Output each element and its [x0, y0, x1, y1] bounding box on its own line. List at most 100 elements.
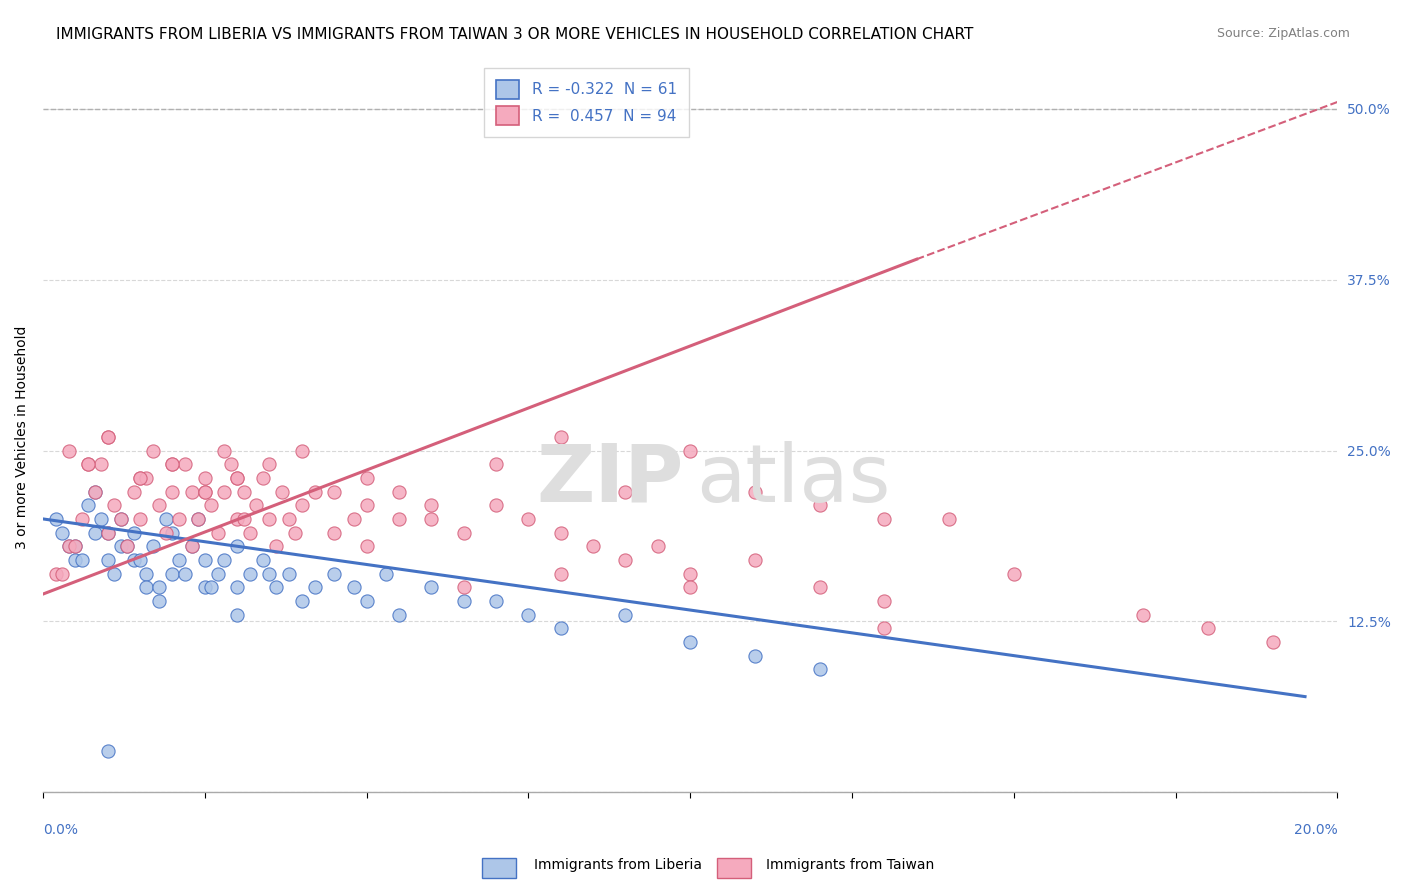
- Point: [90, 512, 112, 526]
- Point: [187, 512, 209, 526]
- Point: [83, 525, 105, 540]
- Point: [291, 443, 314, 458]
- Point: [187, 512, 209, 526]
- Point: [51, 525, 73, 540]
- Point: [252, 471, 274, 485]
- Point: [162, 525, 184, 540]
- Point: [252, 553, 274, 567]
- Point: [226, 512, 249, 526]
- Point: [97, 430, 120, 444]
- Point: [122, 484, 145, 499]
- Point: [97, 553, 120, 567]
- Point: [356, 539, 378, 553]
- Point: [232, 484, 254, 499]
- Point: [550, 430, 572, 444]
- Point: [162, 566, 184, 581]
- Point: [744, 553, 766, 567]
- Point: [291, 594, 314, 608]
- Point: [142, 443, 165, 458]
- Point: [264, 580, 287, 594]
- Point: [77, 498, 100, 512]
- Point: [582, 539, 605, 553]
- Point: [122, 525, 145, 540]
- Point: [212, 484, 235, 499]
- Point: [342, 580, 364, 594]
- Point: [148, 498, 170, 512]
- Point: [1002, 566, 1025, 581]
- Point: [264, 539, 287, 553]
- Point: [180, 484, 202, 499]
- Point: [58, 539, 80, 553]
- Point: [45, 566, 67, 581]
- Point: [162, 457, 184, 471]
- Point: [97, 525, 120, 540]
- Point: [103, 566, 125, 581]
- Point: [259, 457, 281, 471]
- Point: [58, 539, 80, 553]
- Point: [485, 594, 508, 608]
- Point: [259, 512, 281, 526]
- Point: [129, 512, 152, 526]
- Point: [304, 484, 326, 499]
- Point: [232, 512, 254, 526]
- Point: [65, 553, 87, 567]
- Point: [226, 607, 249, 622]
- Point: [155, 525, 177, 540]
- Point: [323, 484, 346, 499]
- Point: [51, 566, 73, 581]
- Point: [614, 553, 637, 567]
- Point: [517, 512, 540, 526]
- Point: [647, 539, 669, 553]
- Point: [162, 457, 184, 471]
- Point: [614, 607, 637, 622]
- Text: 20.0%: 20.0%: [1294, 822, 1337, 837]
- Text: ZIP: ZIP: [537, 441, 683, 518]
- Point: [679, 566, 702, 581]
- Point: [517, 607, 540, 622]
- Point: [65, 539, 87, 553]
- Point: [873, 621, 896, 635]
- Point: [226, 471, 249, 485]
- Point: [323, 525, 346, 540]
- Point: [212, 553, 235, 567]
- Point: [212, 443, 235, 458]
- Point: [97, 744, 120, 758]
- Point: [58, 443, 80, 458]
- Point: [167, 512, 190, 526]
- Point: [614, 484, 637, 499]
- Point: [744, 484, 766, 499]
- Text: Source: ZipAtlas.com: Source: ZipAtlas.com: [1216, 27, 1350, 40]
- Point: [388, 512, 411, 526]
- Point: [1261, 635, 1284, 649]
- Point: [291, 498, 314, 512]
- Point: [679, 580, 702, 594]
- Point: [420, 498, 443, 512]
- Point: [453, 525, 475, 540]
- Point: [356, 594, 378, 608]
- Point: [342, 512, 364, 526]
- Point: [1197, 621, 1219, 635]
- Point: [103, 498, 125, 512]
- Point: [83, 484, 105, 499]
- Point: [485, 498, 508, 512]
- Text: Immigrants from Liberia: Immigrants from Liberia: [534, 858, 702, 872]
- Point: [388, 484, 411, 499]
- Point: [162, 484, 184, 499]
- Point: [77, 457, 100, 471]
- Point: [115, 539, 138, 553]
- Point: [110, 539, 132, 553]
- Text: Immigrants from Taiwan: Immigrants from Taiwan: [766, 858, 935, 872]
- Point: [155, 512, 177, 526]
- Point: [453, 580, 475, 594]
- Point: [115, 539, 138, 553]
- Point: [110, 512, 132, 526]
- Point: [808, 580, 831, 594]
- Point: [194, 484, 217, 499]
- Point: [194, 580, 217, 594]
- Text: IMMIGRANTS FROM LIBERIA VS IMMIGRANTS FROM TAIWAN 3 OR MORE VEHICLES IN HOUSEHOL: IMMIGRANTS FROM LIBERIA VS IMMIGRANTS FR…: [56, 27, 973, 42]
- Point: [277, 512, 299, 526]
- Point: [304, 580, 326, 594]
- Point: [148, 594, 170, 608]
- Point: [148, 580, 170, 594]
- Point: [167, 553, 190, 567]
